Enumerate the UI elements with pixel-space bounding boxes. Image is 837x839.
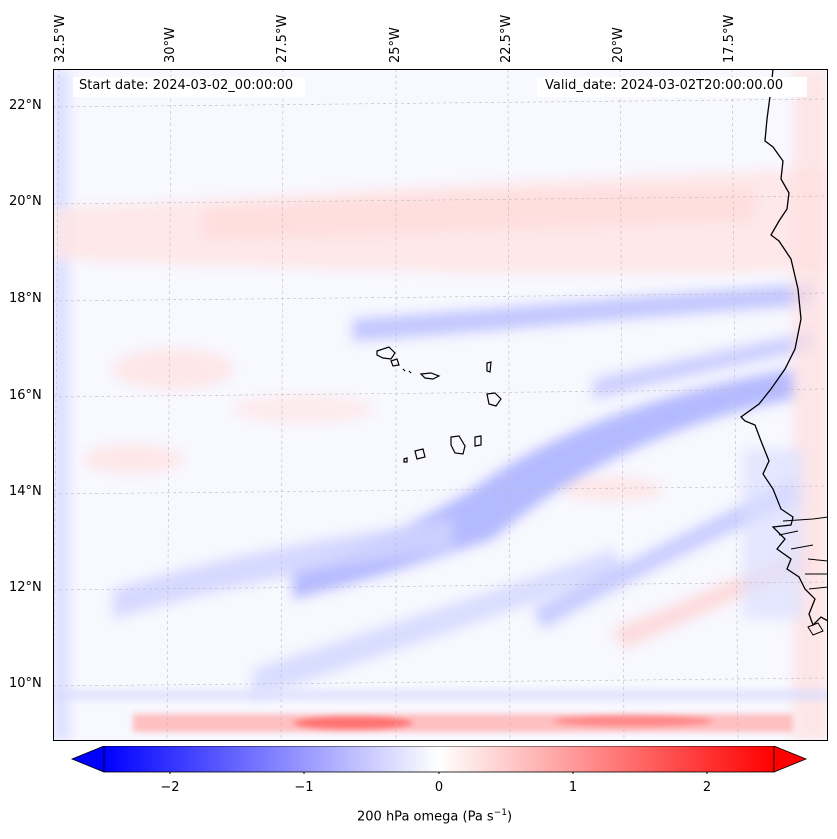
omega-field xyxy=(53,69,828,741)
lon-label-30w: 30°W xyxy=(163,27,178,63)
lon-label-27-5w: 27.5°W xyxy=(275,14,290,63)
graticule xyxy=(53,69,828,741)
omega-map xyxy=(53,69,828,741)
lon-label-22-5w: 22.5°W xyxy=(499,14,514,63)
colorbar xyxy=(70,746,808,774)
lon-label-20w: 20°W xyxy=(611,27,626,63)
valid-date-label: Valid_date: 2024-03-02T20:00:00.00 xyxy=(545,78,784,93)
colorbar-tick-0: 0 xyxy=(434,780,444,795)
colorbar-label-sup: −1 xyxy=(493,808,507,818)
lat-label-16n: 16°N xyxy=(9,388,42,403)
colorbar-gradient xyxy=(103,746,775,773)
colorbar-min-extension xyxy=(70,746,105,773)
lat-label-22n: 22°N xyxy=(9,98,42,113)
lat-label-14n: 14°N xyxy=(9,484,42,499)
lat-label-10n: 10°N xyxy=(9,676,42,691)
lon-label-25w: 25°W xyxy=(388,27,403,63)
colorbar-tick-1: 1 xyxy=(568,780,578,795)
lon-label-32-5w: 32.5°W xyxy=(53,14,68,63)
colorbar-tick-neg2: −2 xyxy=(160,780,180,795)
lat-label-20n: 20°N xyxy=(9,194,42,209)
start-date-label: Start date: 2024-03-02_00:00:00 xyxy=(79,78,294,93)
colorbar-label-end: ) xyxy=(506,809,513,825)
lat-label-18n: 18°N xyxy=(9,291,42,306)
colorbar-tick-2: 2 xyxy=(702,780,712,795)
colorbar-label: 200 hPa omega (Pa s−1) xyxy=(357,808,512,824)
colorbar-tick-neg1: −1 xyxy=(294,780,314,795)
coastline xyxy=(740,69,828,627)
lon-label-17-5w: 17.5°W xyxy=(722,14,737,63)
colorbar-max-extension xyxy=(773,746,808,773)
coast-detail xyxy=(778,516,828,636)
lat-label-12n: 12°N xyxy=(9,580,42,595)
colorbar-label-text: 200 hPa omega (Pa s xyxy=(357,809,494,825)
cape-verde-islands xyxy=(376,346,502,463)
valid-date-box xyxy=(537,77,807,97)
start-date-box xyxy=(73,77,305,97)
